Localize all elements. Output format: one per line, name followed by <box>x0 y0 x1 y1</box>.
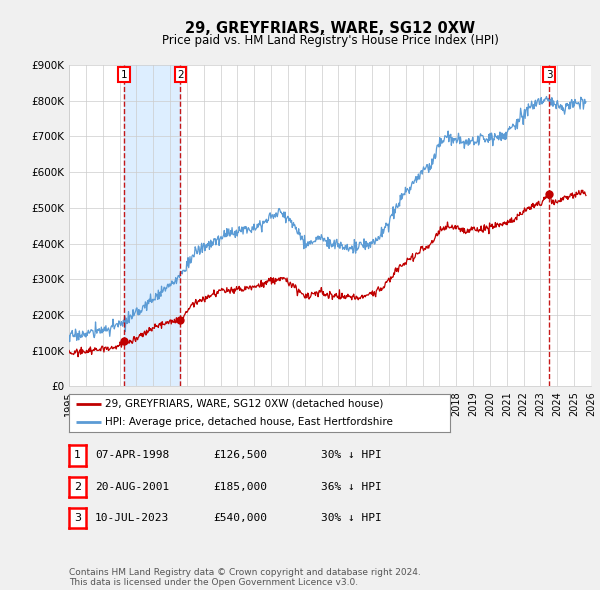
Text: HPI: Average price, detached house, East Hertfordshire: HPI: Average price, detached house, East… <box>105 417 393 427</box>
Text: £126,500: £126,500 <box>213 451 267 460</box>
Text: £540,000: £540,000 <box>213 513 267 523</box>
Text: 3: 3 <box>74 513 81 523</box>
Text: 3: 3 <box>546 70 553 80</box>
Text: 30% ↓ HPI: 30% ↓ HPI <box>321 451 382 460</box>
Text: 10-JUL-2023: 10-JUL-2023 <box>95 513 169 523</box>
Bar <box>124 65 181 386</box>
Text: 30% ↓ HPI: 30% ↓ HPI <box>321 513 382 523</box>
Text: 2: 2 <box>74 482 81 491</box>
Text: 29, GREYFRIARS, WARE, SG12 0XW (detached house): 29, GREYFRIARS, WARE, SG12 0XW (detached… <box>105 399 383 409</box>
Text: 36% ↓ HPI: 36% ↓ HPI <box>321 482 382 491</box>
Text: Price paid vs. HM Land Registry's House Price Index (HPI): Price paid vs. HM Land Registry's House … <box>161 34 499 47</box>
Bar <box>549 65 591 386</box>
Text: 20-AUG-2001: 20-AUG-2001 <box>95 482 169 491</box>
Text: 1: 1 <box>121 70 127 80</box>
Text: 07-APR-1998: 07-APR-1998 <box>95 451 169 460</box>
Text: Contains HM Land Registry data © Crown copyright and database right 2024.
This d: Contains HM Land Registry data © Crown c… <box>69 568 421 587</box>
Text: £185,000: £185,000 <box>213 482 267 491</box>
Text: 2: 2 <box>177 70 184 80</box>
Text: 1: 1 <box>74 451 81 460</box>
Text: 29, GREYFRIARS, WARE, SG12 0XW: 29, GREYFRIARS, WARE, SG12 0XW <box>185 21 475 35</box>
